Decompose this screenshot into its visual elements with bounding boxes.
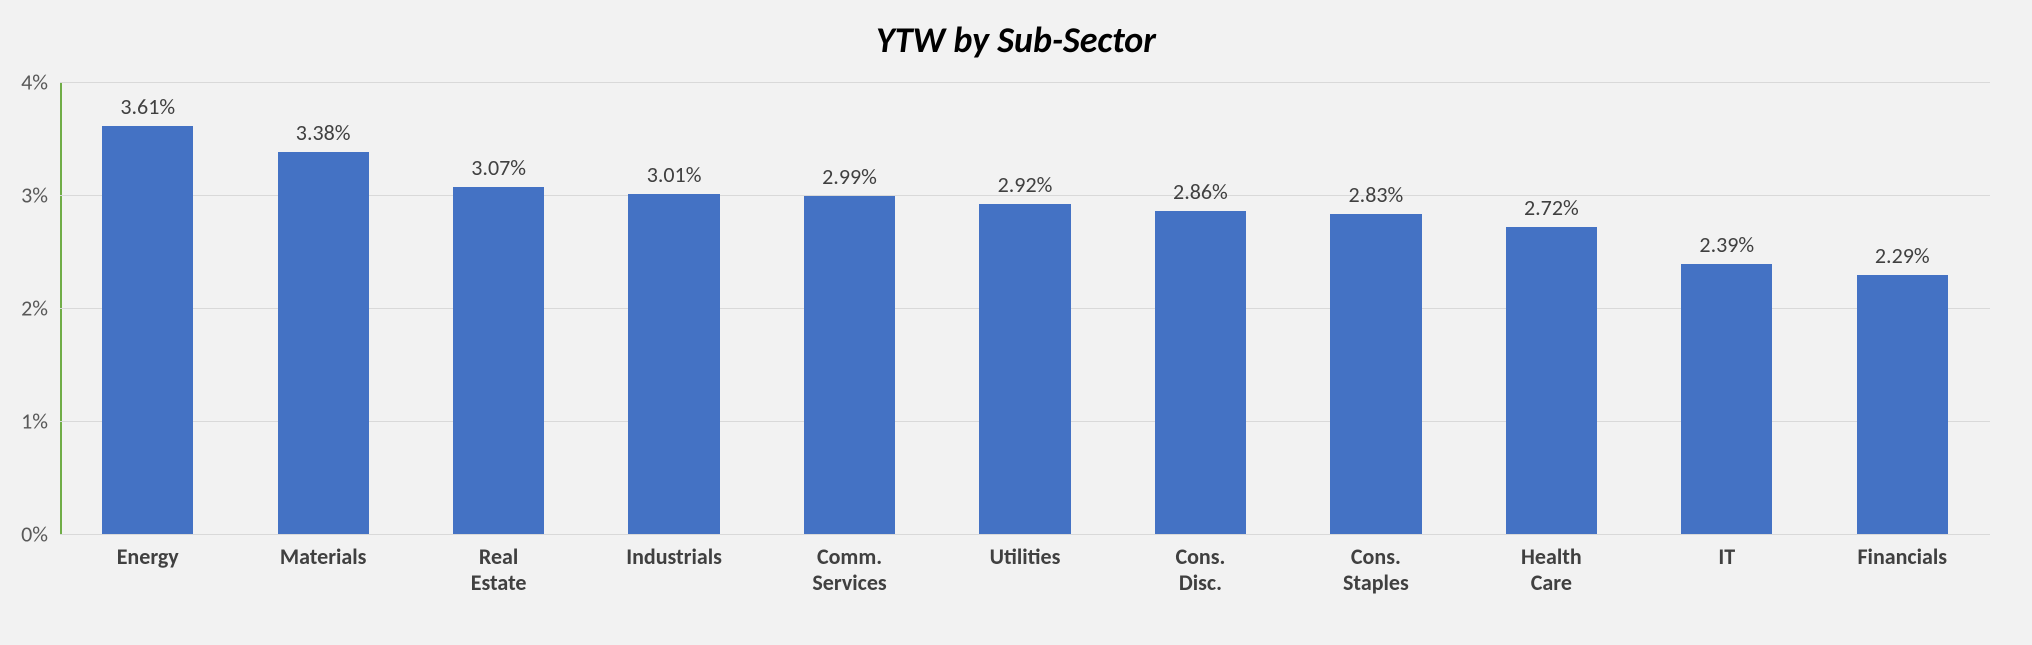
category-label: Financials — [1857, 534, 1947, 570]
bar-slot: 2.92%Utilities — [937, 82, 1112, 534]
y-tick-label: 3% — [21, 182, 60, 209]
category-label: Materials — [280, 534, 367, 570]
category-label: IT — [1718, 534, 1735, 570]
bar: 2.86% — [1155, 211, 1246, 534]
category-label: Industrials — [626, 534, 722, 570]
category-label: Health Care — [1507, 534, 1595, 597]
bar-slot: 3.01%Industrials — [586, 82, 761, 534]
category-label: Real Estate — [455, 534, 543, 597]
bar-value-label: 2.83% — [1349, 181, 1404, 214]
bar-value-label: 2.29% — [1875, 242, 1930, 275]
bar: 2.99% — [804, 196, 895, 534]
ytw-chart: YTW by Sub-Sector 3.61%Energy3.38%Materi… — [0, 0, 2032, 645]
y-tick-label: 2% — [21, 295, 60, 322]
y-tick-label: 4% — [21, 69, 60, 96]
bar-value-label: 2.72% — [1524, 194, 1579, 227]
y-tick-label: 0% — [21, 521, 60, 548]
plot-area: 3.61%Energy3.38%Materials3.07%Real Estat… — [60, 82, 1990, 534]
y-tick-label: 1% — [21, 408, 60, 435]
bar-value-label: 2.86% — [1173, 178, 1228, 211]
category-label: Cons. Staples — [1332, 534, 1420, 597]
bar: 2.29% — [1857, 275, 1948, 534]
bar-slot: 2.72%Health Care — [1464, 82, 1639, 534]
bar-value-label: 3.01% — [647, 161, 702, 194]
bar-slot: 2.29%Financials — [1815, 82, 1990, 534]
bar-value-label: 3.07% — [471, 154, 526, 187]
category-label: Cons. Disc. — [1157, 534, 1245, 597]
bar-slot: 3.38%Materials — [235, 82, 410, 534]
chart-title: YTW by Sub-Sector — [0, 0, 2032, 62]
bar-slot: 2.39%IT — [1639, 82, 1814, 534]
bar: 2.72% — [1506, 227, 1597, 534]
bar-slot: 2.99%Comm. Services — [762, 82, 937, 534]
category-label: Comm. Services — [812, 534, 886, 597]
bar: 2.92% — [979, 204, 1070, 534]
bars-layer: 3.61%Energy3.38%Materials3.07%Real Estat… — [60, 82, 1990, 534]
category-label: Energy — [117, 534, 179, 570]
bar-value-label: 3.61% — [120, 93, 175, 126]
bar: 2.39% — [1681, 264, 1772, 534]
bar: 3.38% — [278, 152, 369, 534]
bar: 2.83% — [1330, 214, 1421, 534]
bar-slot: 2.83%Cons. Staples — [1288, 82, 1463, 534]
bar-slot: 3.61%Energy — [60, 82, 235, 534]
bar: 3.07% — [453, 187, 544, 534]
bar-slot: 3.07%Real Estate — [411, 82, 586, 534]
bar: 3.01% — [628, 194, 719, 534]
bar-value-label: 2.99% — [822, 163, 877, 196]
bar-value-label: 2.92% — [998, 171, 1053, 204]
bar-value-label: 3.38% — [296, 119, 351, 152]
bar: 3.61% — [102, 126, 193, 534]
bar-value-label: 2.39% — [1699, 231, 1754, 264]
category-label: Utilities — [990, 534, 1061, 570]
bar-slot: 2.86%Cons. Disc. — [1113, 82, 1288, 534]
